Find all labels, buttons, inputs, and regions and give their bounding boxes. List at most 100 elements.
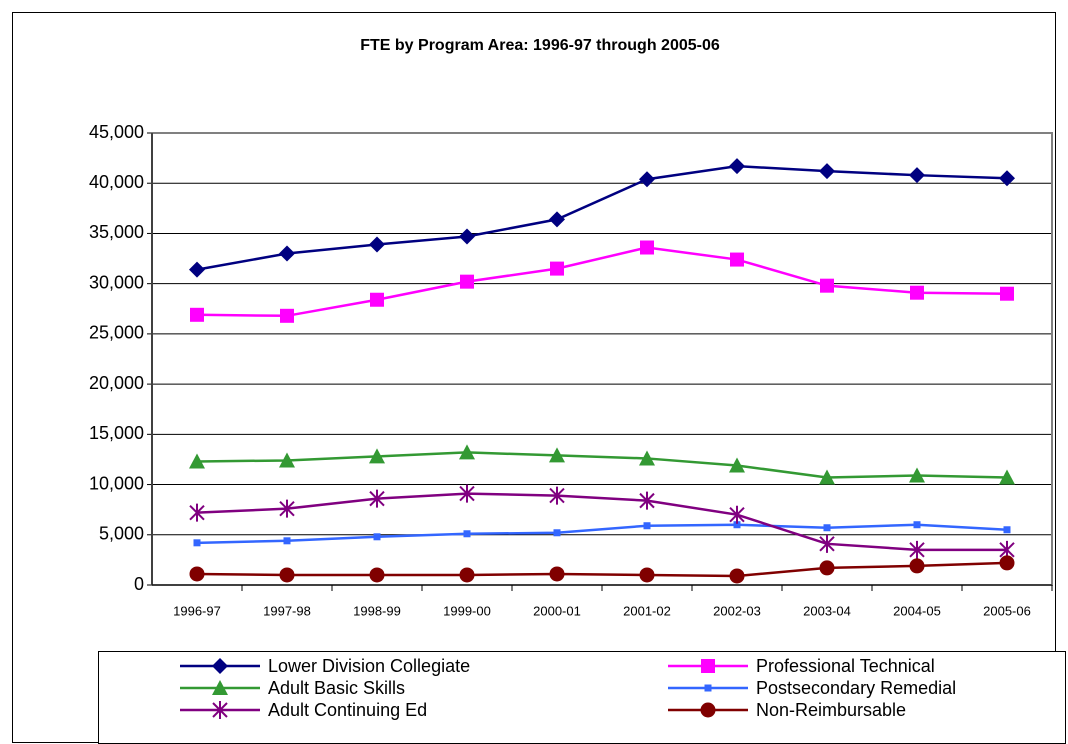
marker <box>369 567 385 583</box>
marker <box>189 566 205 582</box>
marker <box>909 558 925 574</box>
series-line <box>196 561 1008 578</box>
y-tick-label: 20,000 <box>89 373 144 393</box>
marker <box>459 228 475 245</box>
marker <box>704 684 712 692</box>
marker <box>729 457 745 473</box>
series-line <box>196 492 1007 552</box>
chart-title: FTE by Program Area: 1996-97 through 200… <box>360 37 720 54</box>
marker <box>283 537 291 545</box>
x-tick-label: 1996-97 <box>173 603 221 618</box>
y-tick-label: 35,000 <box>89 222 144 242</box>
marker <box>730 252 744 267</box>
series-line <box>196 451 1008 479</box>
marker <box>370 292 384 307</box>
x-tick-label: 2001-02 <box>623 603 671 618</box>
marker <box>549 447 565 463</box>
marker <box>549 566 565 582</box>
chart-border <box>12 12 1056 743</box>
marker <box>729 158 745 175</box>
marker <box>819 163 835 180</box>
marker <box>823 524 831 532</box>
marker <box>212 658 228 674</box>
x-tick-label: 1999-00 <box>443 603 491 618</box>
y-tick-label: 10,000 <box>89 473 144 493</box>
marker <box>280 308 294 323</box>
marker <box>373 533 381 541</box>
marker <box>729 568 745 584</box>
marker <box>279 245 295 262</box>
marker <box>1003 526 1011 534</box>
marker <box>909 167 925 184</box>
y-tick-label: 25,000 <box>89 323 144 343</box>
marker <box>212 680 228 695</box>
x-tick-label: 2004-05 <box>893 603 941 618</box>
marker <box>639 491 655 510</box>
marker <box>639 450 655 466</box>
marker <box>549 486 565 505</box>
marker <box>189 261 205 278</box>
marker <box>189 503 205 522</box>
marker <box>913 521 921 529</box>
marker <box>1000 286 1014 301</box>
marker <box>459 444 475 460</box>
y-tick-label: 30,000 <box>89 272 144 292</box>
y-tick-label: 15,000 <box>89 423 144 443</box>
marker <box>550 261 564 276</box>
marker <box>463 530 471 538</box>
marker <box>909 467 925 483</box>
y-tick-label: 45,000 <box>89 122 144 142</box>
marker <box>999 555 1015 571</box>
legend-label: Professional Technical <box>756 656 935 676</box>
marker <box>910 285 924 300</box>
series-line <box>196 164 1008 271</box>
marker <box>189 453 205 469</box>
marker <box>553 529 561 537</box>
marker <box>643 522 651 530</box>
marker <box>909 540 925 559</box>
x-tick-label: 1998-99 <box>353 603 401 618</box>
marker <box>999 170 1015 187</box>
marker <box>279 452 295 468</box>
marker <box>819 534 835 553</box>
legend-label: Adult Continuing Ed <box>268 700 427 720</box>
marker <box>369 489 385 508</box>
marker <box>639 567 655 583</box>
marker <box>819 469 835 485</box>
marker <box>639 171 655 188</box>
marker <box>819 560 835 576</box>
marker <box>459 567 475 583</box>
marker <box>279 567 295 583</box>
marker <box>820 278 834 293</box>
marker <box>640 240 654 255</box>
legend-label: Non-Reimbursable <box>756 700 906 720</box>
x-tick-label: 1997-98 <box>263 603 311 618</box>
marker <box>460 274 474 289</box>
series-line <box>196 523 1008 545</box>
y-tick-label: 40,000 <box>89 172 144 192</box>
legend-label: Lower Division Collegiate <box>268 656 470 676</box>
marker <box>459 484 475 503</box>
y-tick-label: 0 <box>134 574 144 594</box>
x-tick-label: 2002-03 <box>713 603 761 618</box>
x-tick-label: 2005-06 <box>983 603 1031 618</box>
marker <box>999 469 1015 485</box>
y-tick-label: 5,000 <box>99 524 144 544</box>
legend-label: Adult Basic Skills <box>268 678 405 698</box>
marker <box>700 702 716 718</box>
marker <box>729 505 745 524</box>
x-tick-label: 2003-04 <box>803 603 851 618</box>
marker <box>701 659 715 673</box>
x-tick-label: 2000-01 <box>533 603 581 618</box>
marker <box>190 307 204 322</box>
marker <box>369 236 385 253</box>
legend-label: Postsecondary Remedial <box>756 678 956 698</box>
marker <box>549 211 565 228</box>
marker <box>212 701 228 719</box>
marker <box>279 499 295 518</box>
marker <box>733 521 741 529</box>
series-line <box>196 246 1008 318</box>
marker <box>193 539 201 547</box>
